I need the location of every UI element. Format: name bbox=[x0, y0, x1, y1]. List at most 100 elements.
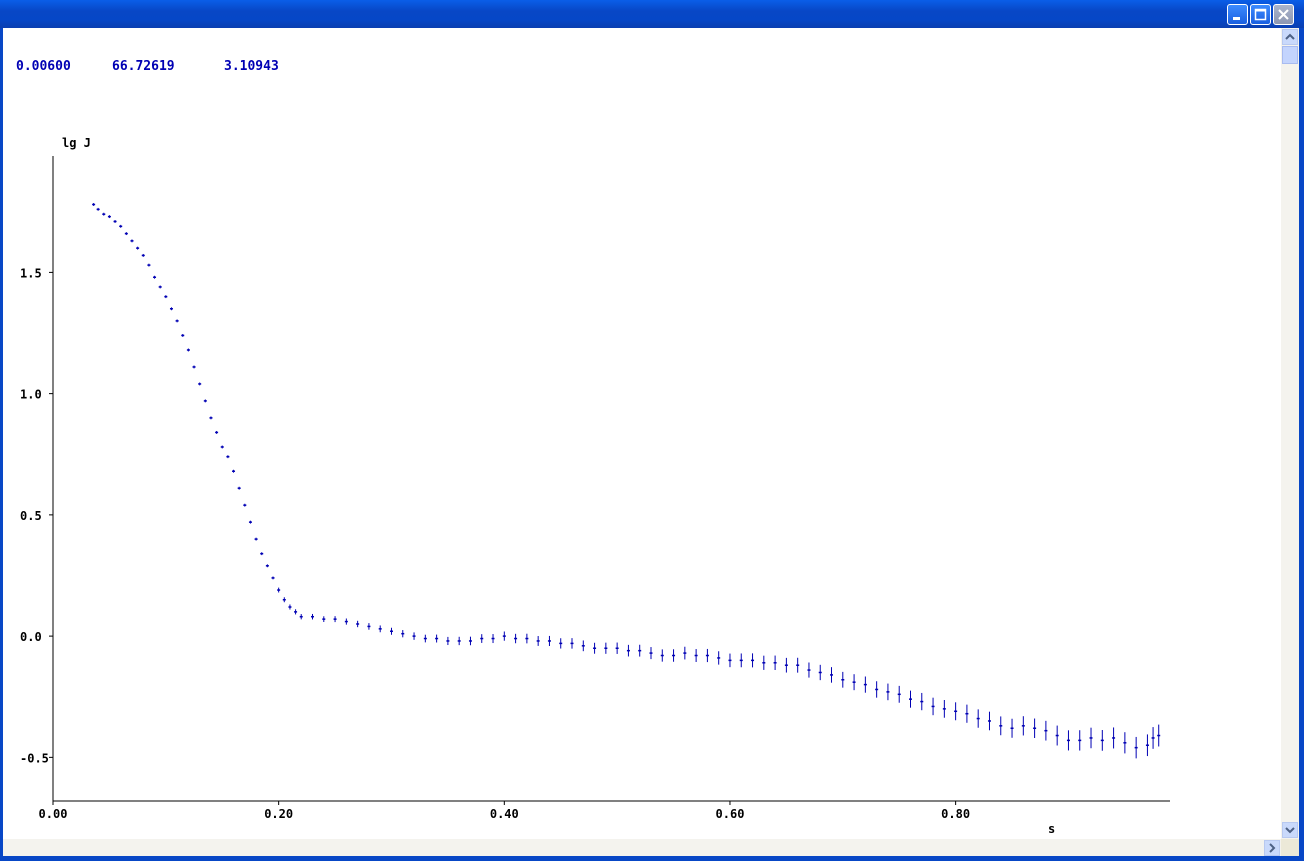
data-point bbox=[1123, 732, 1127, 754]
data-point bbox=[717, 651, 721, 665]
minimize-button[interactable] bbox=[1227, 4, 1248, 25]
vertical-scrollbar[interactable] bbox=[1281, 28, 1299, 839]
data-point bbox=[186, 348, 190, 352]
data-point bbox=[96, 207, 100, 211]
data-point bbox=[401, 630, 405, 638]
data-point bbox=[626, 644, 630, 657]
data-point bbox=[237, 486, 241, 490]
chevron-right-icon bbox=[1269, 843, 1276, 853]
readout-lg-value: 3.10943 bbox=[224, 59, 279, 74]
horizontal-scrollbar[interactable] bbox=[3, 839, 1281, 856]
data-point bbox=[942, 699, 946, 718]
data-point bbox=[299, 614, 303, 620]
scroll-right-button[interactable] bbox=[1264, 840, 1280, 856]
data-point bbox=[322, 616, 326, 623]
data-point bbox=[1134, 736, 1138, 759]
data-point bbox=[954, 702, 958, 721]
data-point bbox=[807, 662, 811, 678]
data-point bbox=[192, 365, 196, 369]
data-point bbox=[412, 632, 416, 640]
data-point bbox=[638, 644, 642, 657]
data-point bbox=[1078, 730, 1082, 751]
scattering-plot[interactable]: lg J s 0.00 0.20 0.40 0.60 0.80 -0.5 0.0 0.5 1.… bbox=[0, 0, 1281, 839]
data-point bbox=[102, 212, 106, 216]
data-point bbox=[830, 667, 834, 683]
data-point bbox=[841, 671, 845, 688]
data-point bbox=[514, 633, 518, 644]
data-point bbox=[604, 642, 608, 654]
x-tick-label: 0.60 bbox=[716, 807, 745, 821]
scroll-down-button[interactable] bbox=[1282, 822, 1298, 838]
data-point bbox=[525, 633, 529, 644]
data-point bbox=[468, 636, 472, 646]
vertical-scroll-thumb[interactable] bbox=[1282, 46, 1298, 64]
close-button[interactable] bbox=[1273, 4, 1294, 25]
data-point bbox=[852, 674, 856, 691]
close-icon bbox=[1278, 9, 1289, 20]
data-point bbox=[559, 638, 563, 649]
data-point bbox=[147, 263, 151, 267]
data-point bbox=[107, 215, 111, 219]
data-point bbox=[220, 445, 224, 449]
data-point bbox=[1044, 720, 1048, 741]
data-point bbox=[164, 295, 168, 299]
data-point bbox=[976, 709, 980, 728]
data-point bbox=[818, 664, 822, 681]
data-point bbox=[784, 657, 788, 673]
data-point bbox=[1055, 725, 1059, 746]
data-point bbox=[694, 649, 698, 662]
data-point bbox=[536, 636, 540, 646]
data-point bbox=[1021, 716, 1025, 736]
data-point bbox=[1033, 718, 1037, 738]
scroll-up-button[interactable] bbox=[1282, 29, 1298, 45]
data-point bbox=[169, 307, 173, 311]
data-point bbox=[649, 647, 653, 660]
y-tick-label: 0.5 bbox=[20, 509, 42, 523]
data-point bbox=[248, 520, 252, 524]
data-point bbox=[908, 690, 912, 708]
chevron-up-icon bbox=[1285, 33, 1295, 40]
data-point bbox=[333, 616, 337, 623]
data-point bbox=[243, 503, 247, 507]
data-point bbox=[1151, 727, 1155, 749]
window-frame-right bbox=[1299, 28, 1304, 861]
data-point bbox=[1010, 718, 1014, 738]
data-point bbox=[226, 455, 230, 459]
x-tick-label: 0.00 bbox=[39, 807, 68, 821]
data-point bbox=[254, 537, 258, 541]
readout-intensity-value: 66.72619 bbox=[112, 59, 175, 74]
data-point bbox=[124, 232, 128, 236]
data-point bbox=[593, 642, 597, 654]
y-tick-label: -0.5 bbox=[20, 751, 49, 765]
data-point bbox=[920, 692, 924, 711]
y-axis-label: lg J bbox=[62, 136, 91, 150]
data-point bbox=[271, 576, 275, 580]
data-point bbox=[1089, 727, 1093, 749]
window-frame-bottom bbox=[0, 856, 1304, 861]
data-point bbox=[457, 636, 461, 646]
data-point bbox=[153, 275, 157, 279]
data-point bbox=[181, 333, 185, 337]
data-point bbox=[491, 634, 495, 644]
data-point bbox=[378, 625, 382, 633]
data-point bbox=[294, 609, 298, 615]
data-point bbox=[1066, 730, 1070, 751]
x-tick-labels: 0.00 0.20 0.40 0.60 0.80 bbox=[39, 801, 970, 821]
data-point bbox=[1112, 727, 1116, 749]
data-point bbox=[288, 604, 292, 610]
data-point bbox=[739, 653, 743, 668]
data-point bbox=[480, 634, 484, 643]
chevron-down-icon bbox=[1285, 827, 1295, 834]
data-point bbox=[435, 634, 439, 643]
data-point bbox=[446, 636, 450, 646]
x-axis-label: s bbox=[1048, 822, 1055, 836]
data-point bbox=[570, 638, 574, 649]
maximize-button[interactable] bbox=[1250, 4, 1271, 25]
data-point bbox=[931, 697, 935, 716]
data-point bbox=[356, 620, 360, 628]
data-point bbox=[277, 587, 281, 593]
data-point bbox=[1145, 734, 1149, 757]
window-titlebar[interactable] bbox=[0, 0, 1304, 28]
data-point bbox=[1100, 729, 1104, 751]
data-point bbox=[999, 716, 1003, 736]
